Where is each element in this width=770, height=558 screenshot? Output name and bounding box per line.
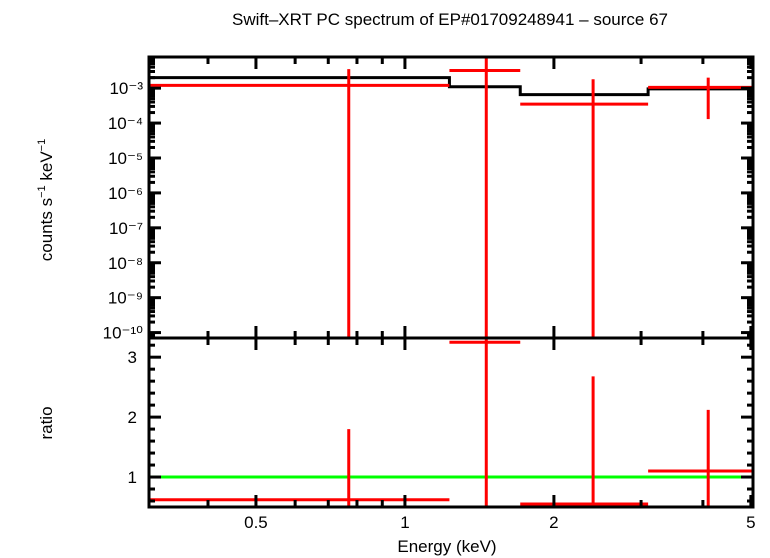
- x-tick-label: 5: [746, 513, 755, 532]
- y-tick-label: 10⁻³: [109, 79, 143, 98]
- ratio-tick-label: 2: [128, 408, 137, 427]
- y-tick-label: 10⁻¹⁰: [103, 324, 144, 343]
- ratio-tick-label: 3: [128, 348, 137, 367]
- y-tick-label: 10⁻⁵: [108, 149, 143, 168]
- x-tick-label: 2: [549, 513, 558, 532]
- y-tick-label: 10⁻⁶: [108, 184, 143, 203]
- y-tick-label: 10⁻⁷: [109, 219, 143, 238]
- x-tick-label: 0.5: [244, 513, 268, 532]
- chart-title: Swift–XRT PC spectrum of EP#01709248941 …: [232, 10, 668, 29]
- y-tick-label: 10⁻⁴: [108, 114, 143, 133]
- y-tick-label: 10⁻⁹: [108, 289, 143, 308]
- top-panel-frame: [147, 55, 755, 340]
- x-tick-label: 1: [400, 513, 409, 532]
- ratio-tick-label: 1: [128, 468, 137, 487]
- y-tick-label: 10⁻⁸: [108, 254, 143, 273]
- bottom-panel-frame: [147, 336, 755, 509]
- y-axis-label: counts s−1 keV−1: [36, 139, 56, 261]
- x-axis-label: Energy (keV): [397, 537, 496, 556]
- ratio-axis-label: ratio: [37, 406, 56, 439]
- model-step-line: [149, 76, 753, 97]
